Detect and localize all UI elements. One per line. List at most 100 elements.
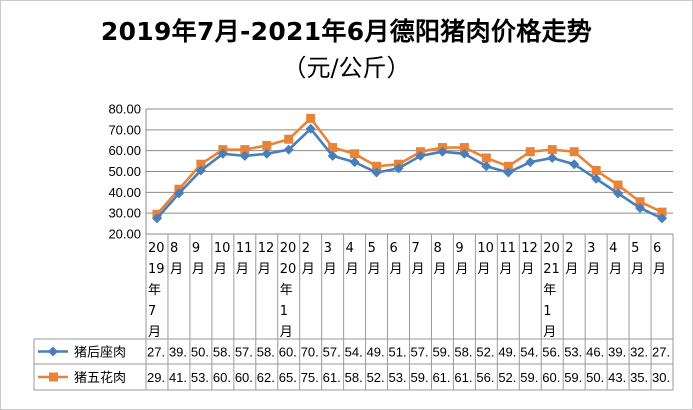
x-tick-label: 月	[653, 262, 666, 277]
x-tick-label: 年	[148, 283, 161, 298]
data-table: 2019年7月8月9月10月11月12月2020年1月2月3月4月5月6月7月8…	[33, 234, 674, 391]
data-point	[591, 165, 601, 175]
data-point	[327, 150, 338, 161]
x-tick-label: 月	[170, 262, 183, 277]
x-tick-label: 10	[214, 241, 231, 256]
x-tick-label: 2	[565, 241, 573, 256]
data-point	[151, 213, 162, 224]
data-label: 59.	[564, 370, 582, 385]
x-tick-label: 月	[346, 262, 359, 277]
x-tick-label: 月	[499, 262, 512, 277]
data-label: 27.	[652, 345, 670, 360]
x-tick-label: 19	[148, 262, 165, 277]
x-tick-label: 月	[433, 262, 446, 277]
data-point	[284, 134, 294, 144]
data-point	[195, 165, 206, 176]
data-point	[569, 147, 579, 157]
x-tick-label: 1	[280, 304, 288, 319]
data-label: 52.	[498, 370, 516, 385]
data-label: 27.	[147, 345, 165, 360]
x-tick-label: 月	[609, 262, 622, 277]
data-label: 59.	[520, 370, 538, 385]
y-axis-tick-labels: 20.00 30.00 40.00 50.00 60.00 70.00 80.00	[108, 102, 141, 242]
data-point	[283, 144, 294, 155]
x-tick-label: 月	[192, 262, 205, 277]
data-label: 59.	[411, 370, 429, 385]
x-tick-label: 月	[587, 262, 600, 277]
y-tick-label: 60.00	[108, 143, 141, 158]
x-tick-label: 月	[368, 262, 381, 277]
x-tick-label: 月	[631, 262, 644, 277]
legend-label: 猪五花肉	[74, 370, 126, 386]
x-tick-label: 20	[280, 241, 297, 256]
data-label: 58.	[213, 345, 231, 360]
data-point	[547, 152, 558, 163]
x-tick-label: 月	[214, 262, 227, 277]
data-point	[547, 145, 557, 155]
x-tick-label: 21	[543, 262, 560, 277]
data-point	[349, 157, 360, 168]
x-tick-label: 8	[170, 241, 178, 256]
data-point	[635, 197, 645, 207]
x-tick-label: 2	[302, 241, 310, 256]
x-tick-label: 月	[302, 262, 315, 277]
data-point	[569, 159, 580, 170]
data-point	[261, 148, 272, 159]
data-label: 57.	[411, 345, 429, 360]
x-tick-label: 月	[543, 325, 556, 340]
data-point	[635, 202, 646, 213]
y-tick-label: 80.00	[108, 102, 141, 117]
data-point	[217, 148, 228, 159]
x-tick-label: 20	[543, 241, 560, 256]
data-label: 62.	[257, 370, 275, 385]
data-label: 58.	[454, 345, 472, 360]
data-point	[657, 207, 667, 217]
x-tick-label: 9	[192, 241, 200, 256]
x-tick-label: 3	[587, 241, 595, 256]
y-tick-label: 70.00	[108, 122, 141, 137]
chart-title: 2019年7月-2021年6月德阳猪肉价格走势	[100, 17, 593, 46]
series-line	[156, 117, 663, 216]
x-tick-label: 月	[280, 325, 293, 340]
data-label: 60.	[235, 370, 253, 385]
data-point	[459, 143, 469, 153]
x-tick-label: 年	[543, 283, 556, 298]
x-tick-label: 6	[390, 241, 398, 256]
series-lines	[151, 113, 668, 224]
data-label: 52.	[476, 345, 494, 360]
data-point	[503, 161, 513, 171]
x-tick-label: 5	[368, 241, 376, 256]
series-line	[156, 127, 663, 220]
data-label: 35.	[630, 370, 648, 385]
legend-marker	[48, 346, 58, 357]
data-label: 60.	[542, 370, 560, 385]
x-tick-label: 3	[324, 241, 332, 256]
x-tick-label: 1	[543, 304, 551, 319]
data-point	[393, 163, 404, 174]
data-label: 58.	[257, 345, 275, 360]
data-point	[196, 159, 206, 169]
data-point	[306, 113, 316, 123]
x-tick-label: 12	[258, 241, 275, 256]
x-tick-label: 7	[148, 304, 156, 319]
x-tick-label: 12	[521, 241, 538, 256]
data-label: 65.	[279, 370, 297, 385]
data-point	[262, 140, 272, 150]
y-tick-label: 40.00	[108, 185, 141, 200]
data-point	[239, 150, 250, 161]
x-tick-label: 4	[609, 241, 617, 256]
x-tick-label: 年	[280, 283, 293, 298]
data-label: 54.	[345, 345, 363, 360]
data-label: 60.	[279, 345, 297, 360]
data-point	[350, 149, 360, 159]
x-tick-label: 月	[390, 262, 403, 277]
data-point	[657, 213, 668, 224]
y-tick-label: 20.00	[108, 227, 141, 242]
data-label: 49.	[367, 345, 385, 360]
data-label: 61.	[323, 370, 341, 385]
chart-subtitle: （元/公斤）	[282, 54, 411, 82]
data-label: 70.	[301, 345, 319, 360]
x-tick-label: 月	[455, 262, 468, 277]
data-point	[591, 173, 602, 184]
x-tick-label: 4	[346, 241, 354, 256]
